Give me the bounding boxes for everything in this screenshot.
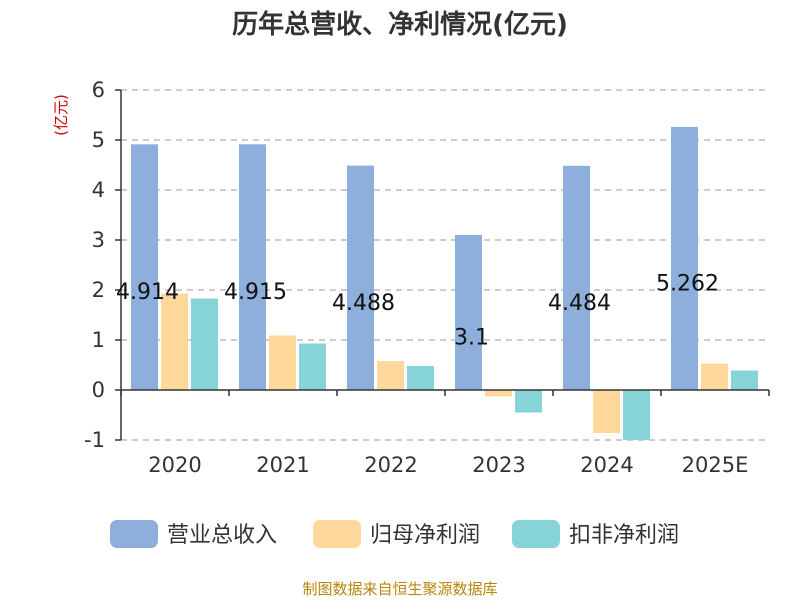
bar [299, 343, 326, 390]
bar [377, 361, 404, 390]
x-tick-label: 2024 [580, 453, 633, 477]
bar [161, 293, 188, 390]
bar [455, 235, 482, 390]
bar [731, 370, 758, 390]
data-label: 5.262 [656, 271, 719, 296]
data-label: 4.488 [332, 291, 395, 316]
bar [593, 390, 620, 433]
data-label: 4.914 [116, 280, 179, 305]
bar [623, 390, 650, 440]
bar [407, 366, 434, 390]
legend-swatch [110, 520, 158, 548]
data-label: 4.915 [224, 280, 287, 305]
bar [191, 298, 218, 390]
legend-item[interactable]: 归母净利润 [313, 520, 480, 548]
y-tick-label: 4 [92, 178, 105, 202]
bar [131, 144, 158, 390]
grid-lines [121, 89, 769, 441]
x-tick-label: 2022 [364, 453, 417, 477]
x-tick-label: 2023 [472, 453, 525, 477]
data-label: 4.484 [548, 291, 611, 316]
legend-label: 归母净利润 [370, 523, 480, 548]
bars [131, 126, 758, 440]
data-label: 3.1 [454, 326, 489, 351]
x-tick-label: 2021 [256, 453, 309, 477]
chart-title: 历年总营收、净利情况(亿元) [232, 9, 568, 40]
legend[interactable]: 营业总收入 归母净利润 扣非净利润 [110, 520, 679, 548]
y-tick-label: 0 [92, 378, 105, 402]
bar [563, 165, 590, 390]
legend-label: 扣非净利润 [569, 523, 679, 548]
y-tick-label: 5 [92, 128, 105, 152]
y-tick-label: 6 [92, 78, 105, 102]
x-tick-label: 2020 [148, 453, 201, 477]
bar [485, 390, 512, 397]
bar [701, 363, 728, 390]
bar [239, 144, 266, 390]
y-tick-label: 3 [92, 228, 105, 252]
legend-swatch [313, 520, 361, 548]
legend-item[interactable]: 扣非净利润 [512, 520, 679, 548]
x-tick-label: 2025E [682, 453, 749, 477]
axes: -1 0 1 2 3 4 5 6 2020 2021 2022 2023 2024 2025E [84, 78, 770, 477]
legend-label: 营业总收入 [167, 523, 277, 548]
legend-swatch [512, 520, 560, 548]
y-tick-label: 1 [92, 328, 105, 352]
y-axis-unit: (亿元) [52, 94, 70, 136]
data-labels: 4.914 4.915 4.488 3.1 4.484 5.262 [116, 271, 719, 350]
bar [269, 335, 296, 390]
y-tick-label: 2 [92, 278, 105, 302]
legend-item[interactable]: 营业总收入 [110, 520, 277, 548]
bar [347, 165, 374, 390]
source-note: 制图数据来自恒生聚源数据库 [302, 580, 497, 598]
bar [671, 126, 698, 391]
bar [515, 390, 542, 413]
y-tick-label: -1 [84, 428, 105, 452]
